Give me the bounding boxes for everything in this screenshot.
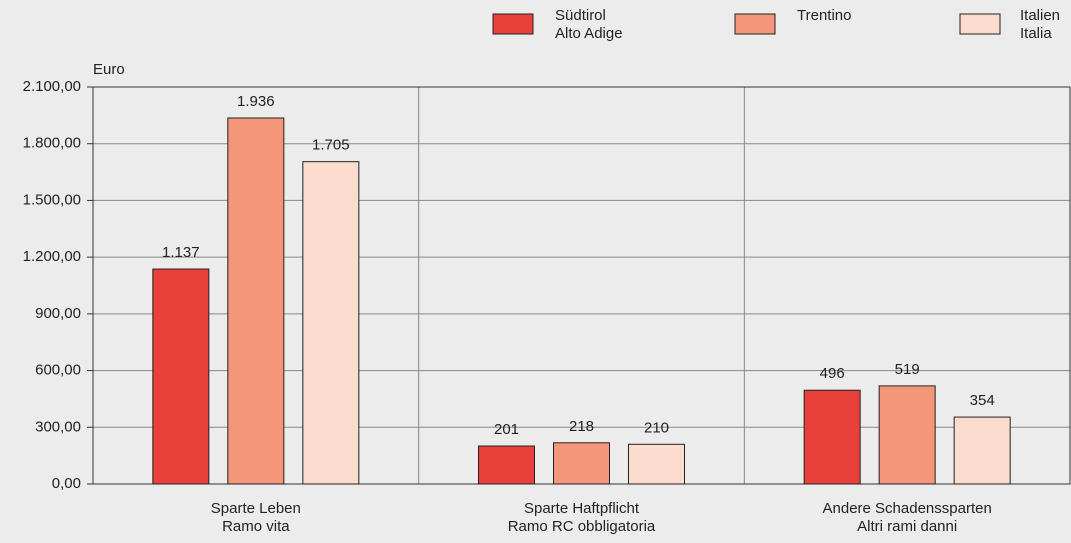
x-tick-label: Andere Schadenssparten	[823, 500, 992, 517]
legend-label: Italia	[1020, 25, 1052, 42]
legend-label: Südtirol	[555, 7, 606, 24]
bar	[953, 416, 1011, 485]
legend-label: Alto Adige	[555, 25, 623, 42]
data-label: 1.705	[312, 137, 350, 154]
bar	[803, 389, 861, 485]
y-tick-label: 2.100,00	[23, 78, 81, 95]
bar	[227, 117, 285, 485]
bar	[553, 442, 610, 485]
legend-swatch	[734, 13, 776, 35]
data-label: 1.936	[237, 93, 275, 110]
bar	[478, 445, 535, 485]
data-label: 519	[895, 361, 920, 378]
y-tick-label: 600,00	[35, 362, 81, 379]
y-tick-label: 0,00	[52, 475, 81, 492]
data-label: 210	[644, 419, 669, 436]
y-tick-label: 1.500,00	[23, 191, 81, 208]
data-label: 1.137	[162, 244, 200, 261]
data-label: 218	[569, 418, 594, 435]
x-tick-label: Sparte Leben	[211, 500, 301, 517]
legend-label: Trentino	[797, 7, 851, 24]
legend-label: Italien	[1020, 7, 1060, 24]
x-tick-label: Altri rami danni	[857, 518, 957, 535]
bar	[302, 161, 360, 485]
x-tick-label: Sparte Haftpflicht	[524, 500, 640, 517]
x-tick-label: Ramo vita	[222, 518, 290, 535]
data-label: 201	[494, 421, 519, 438]
bar	[152, 268, 210, 485]
y-tick-label: 900,00	[35, 305, 81, 322]
y-tick-label: 1.800,00	[23, 135, 81, 152]
data-label: 354	[970, 392, 995, 409]
x-tick-label: Ramo RC obbligatoria	[508, 518, 656, 535]
legend-swatch	[492, 13, 534, 35]
y-tick-label: 300,00	[35, 418, 81, 435]
bar	[878, 385, 936, 485]
y-axis-label: Euro	[93, 61, 125, 78]
legend-swatch	[959, 13, 1001, 35]
y-tick-label: 1.200,00	[23, 248, 81, 265]
bar	[628, 443, 685, 485]
data-label: 496	[820, 365, 845, 382]
